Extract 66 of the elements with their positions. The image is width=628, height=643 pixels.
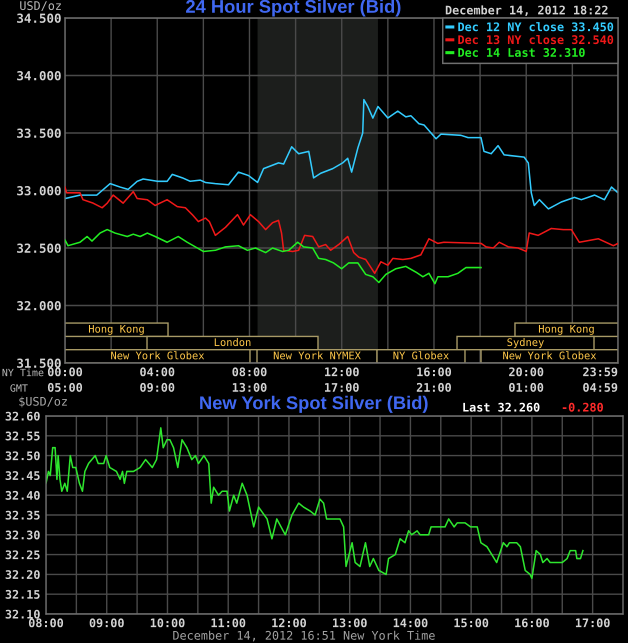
legend-label: Dec 12 NY close 33.450 [458, 22, 614, 32]
y-axis-title: $USD/oz [19, 396, 67, 408]
x-tick-label: 20:00 [509, 367, 544, 376]
x-axis-title: NY Time [2, 368, 44, 376]
x2-tick-label: 21:00 [416, 382, 451, 392]
text: Last 32.260 [463, 402, 540, 412]
text: December 14, 2012 18:22 [446, 5, 608, 16]
y-tick-label: 34.000 [17, 70, 61, 80]
annotation: London [214, 338, 250, 346]
x2-tick-label: 01:00 [509, 382, 544, 392]
x-tick-label: 00:00 [48, 367, 82, 376]
y-axis-title: USD/oz [20, 1, 61, 11]
x-tick-label: 12:00 [325, 367, 359, 376]
x2-tick-label: 13:00 [232, 382, 267, 392]
x-tick-label: 09:00 [90, 618, 124, 628]
chart-title: New York Spot Silver (Bid) [200, 396, 428, 413]
x-tick-label: 14:00 [394, 618, 428, 628]
x2-tick-label: 05:00 [48, 382, 82, 392]
y-tick-label: 34.500 [17, 13, 61, 23]
x-tick-label: 16:00 [417, 367, 452, 376]
y-tick-label: 32.45 [6, 471, 40, 480]
x-tick-label: 04:00 [140, 367, 174, 376]
x-tick-label: 10:00 [150, 618, 185, 628]
y-tick-label: 32.35 [6, 510, 40, 520]
x-tick-label: 17:00 [576, 618, 610, 628]
y-tick-label: 33.500 [17, 128, 61, 138]
y-tick-label: 32.000 [17, 300, 61, 310]
line-series [65, 228, 482, 284]
annotation: New York Globex [111, 351, 204, 360]
annotation: New York Globex [503, 351, 596, 360]
y-tick-label: 32.10 [6, 610, 40, 619]
x-tick-label: 12:00 [272, 618, 306, 628]
annotation: Hong Kong [88, 324, 144, 335]
x-tick-label: 08:00 [28, 618, 64, 628]
line-series [46, 427, 584, 580]
x-tick-label: 16:00 [515, 618, 549, 628]
legend-label: Dec 13 NY close 32.540 [458, 34, 614, 44]
annotation: NY Globex [393, 351, 449, 360]
y-tick-label: 33.000 [17, 186, 61, 196]
y-tick-label: 32.55 [6, 432, 40, 440]
legend-label: Dec 14 Last 32.310 [458, 48, 585, 57]
x-tick-label: 11:00 [212, 618, 246, 628]
text: -0.280 [562, 402, 603, 412]
x-tick-label: 08:00 [232, 367, 267, 376]
x-tick-label: 13:00 [333, 618, 367, 628]
x-axis-title: December 14, 2012 16:51 New York Time [173, 630, 435, 642]
y-tick-label: 31.500 [17, 358, 61, 368]
annotation: Hong Kong [538, 324, 594, 335]
x-tick-label: 15:00 [454, 618, 488, 628]
line-series [65, 98, 618, 210]
y-tick-label: 32.25 [6, 550, 40, 560]
annotation: New York NYMEX [274, 351, 361, 360]
x-tick-label: 23:59 [583, 367, 618, 376]
y-tick-label: 32.40 [6, 490, 40, 500]
x2-tick-label: 17:00 [325, 382, 359, 392]
x2-axis-title: GMT [10, 384, 28, 392]
annotation: Sydney [507, 338, 544, 348]
y-tick-label: 32.50 [6, 451, 40, 460]
x2-tick-label: 09:00 [140, 382, 174, 392]
y-tick-label: 32.60 [6, 412, 40, 421]
y-tick-label: 32.20 [6, 570, 40, 580]
y-tick-label: 32.500 [17, 243, 61, 253]
y-tick-label: 32.30 [6, 530, 40, 540]
y-tick-label: 32.15 [6, 590, 40, 599]
line-series [65, 186, 618, 274]
x2-tick-label: 04:59 [583, 382, 618, 392]
